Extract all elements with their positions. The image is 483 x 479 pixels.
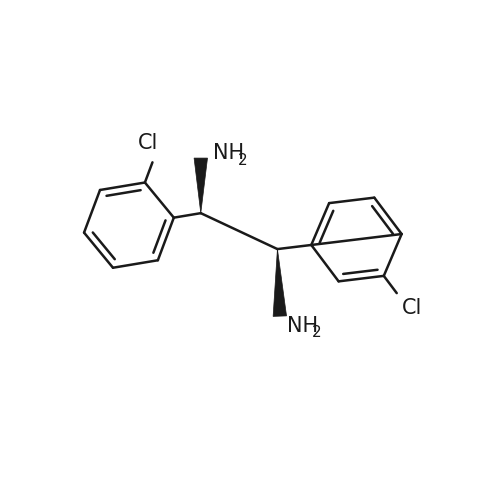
Text: Cl: Cl xyxy=(138,133,158,153)
Polygon shape xyxy=(194,158,208,213)
Polygon shape xyxy=(273,249,286,316)
Text: NH: NH xyxy=(213,143,244,163)
Text: 2: 2 xyxy=(312,325,322,341)
Text: 2: 2 xyxy=(238,153,247,168)
Text: Cl: Cl xyxy=(401,298,422,318)
Text: NH: NH xyxy=(287,316,318,336)
